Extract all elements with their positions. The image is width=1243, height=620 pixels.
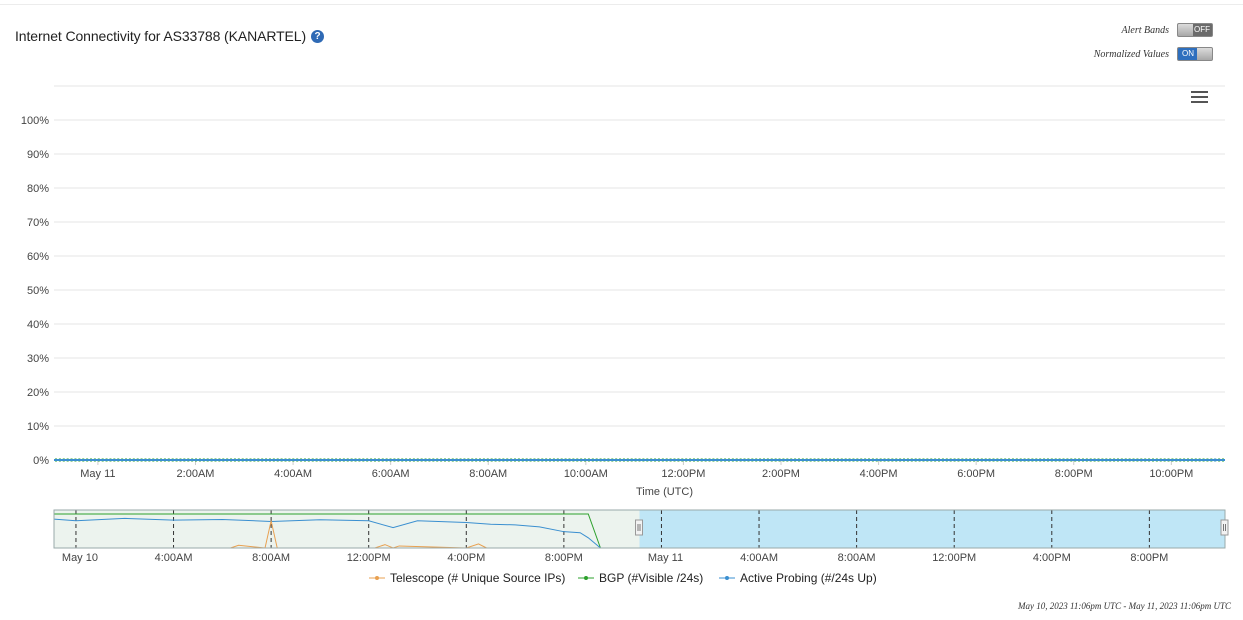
- navigator-tick-label: May 11: [648, 552, 683, 564]
- x-tick-label: 8:00AM: [469, 468, 507, 480]
- navigator-tick-label: 8:00AM: [838, 552, 876, 564]
- y-tick-label: 90%: [27, 149, 49, 161]
- normalized-values-state: ON: [1178, 48, 1198, 60]
- x-tick-label: 8:00PM: [1055, 468, 1093, 480]
- hamburger-menu-icon[interactable]: [1191, 91, 1208, 104]
- alert-bands-label: Alert Bands: [1121, 24, 1170, 36]
- top-divider: [0, 4, 1243, 5]
- x-tick-label: 4:00PM: [860, 468, 898, 480]
- x-tick-label: 10:00PM: [1149, 468, 1193, 480]
- navigator-tick-label: May 10: [62, 552, 98, 564]
- toggle-knob: [1178, 24, 1193, 36]
- navigator-tick-label: 4:00PM: [1033, 552, 1071, 564]
- legend-item[interactable]: Telescope (# Unique Source IPs): [369, 571, 565, 585]
- alert-bands-control: Alert Bands OFF: [1121, 23, 1213, 37]
- legend-marker: [584, 576, 588, 580]
- y-tick-label: 70%: [27, 217, 49, 229]
- date-range-label: May 10, 2023 11:06pm UTC - May 11, 2023 …: [1018, 601, 1231, 611]
- legend-item[interactable]: BGP (#Visible /24s): [578, 571, 703, 585]
- y-tick-label: 40%: [27, 319, 49, 331]
- navigator-handle[interactable]: [635, 519, 643, 536]
- legend-marker: [725, 576, 729, 580]
- normalized-values-control: Normalized Values ON: [1094, 47, 1213, 61]
- y-tick-label: 0%: [33, 455, 49, 467]
- navigator-tick-label: 8:00PM: [545, 552, 583, 564]
- normalized-values-toggle[interactable]: ON: [1177, 47, 1213, 61]
- normalized-values-label: Normalized Values: [1093, 48, 1169, 60]
- navigator-handle[interactable]: [1220, 519, 1229, 536]
- alert-bands-state: OFF: [1194, 25, 1210, 34]
- page-title: Internet Connectivity for AS33788 (KANAR…: [15, 28, 307, 44]
- x-tick-label: 2:00PM: [762, 468, 800, 480]
- y-tick-label: 50%: [27, 285, 49, 297]
- question-circle-icon[interactable]: ?: [311, 30, 325, 43]
- toggle-knob: [1197, 48, 1212, 60]
- navigator-tick-label: 12:00PM: [932, 552, 976, 564]
- navigator-tick-label: 4:00PM: [447, 552, 485, 564]
- legend-label: Telescope (# Unique Source IPs): [390, 571, 565, 585]
- x-axis-label: Time (UTC): [636, 486, 693, 498]
- chart-header: Internet Connectivity for AS33788 (KANAR…: [15, 28, 325, 44]
- x-tick-label: 4:00AM: [274, 468, 312, 480]
- y-tick-label: 80%: [27, 183, 49, 195]
- handle-body: [635, 519, 643, 536]
- y-tick-label: 30%: [27, 353, 49, 365]
- alert-bands-toggle[interactable]: OFF: [1177, 23, 1213, 37]
- navigator-tick-label: 8:00AM: [252, 552, 290, 564]
- legend-label: BGP (#Visible /24s): [599, 571, 703, 585]
- navigator-selection: [639, 510, 1225, 548]
- x-tick-label: 6:00AM: [372, 468, 410, 480]
- legend-item[interactable]: Active Probing (#/24s Up): [719, 571, 877, 585]
- navigator-tick-label: 4:00AM: [740, 552, 778, 564]
- x-tick-label: 6:00PM: [957, 468, 995, 480]
- y-tick-label: 60%: [27, 251, 49, 263]
- legend-marker: [375, 576, 379, 580]
- y-tick-label: 100%: [21, 115, 49, 127]
- y-tick-label: 20%: [27, 387, 49, 399]
- legend-label: Active Probing (#/24s Up): [740, 571, 877, 585]
- navigator-series-line: [53, 517, 1225, 549]
- navigator-tick-label: 4:00AM: [155, 552, 193, 564]
- connectivity-chart: 0% 10% 20% 30% 40% 50% 60% 70% 80% 90% 100% May 11 2…: [21, 85, 1229, 585]
- x-tick-label: May 11: [80, 468, 115, 480]
- active-probing-data-point: [1213, 458, 1217, 462]
- x-tick-label: 12:00PM: [661, 468, 705, 480]
- y-tick-label: 10%: [27, 421, 49, 433]
- x-tick-label: 10:00AM: [564, 468, 608, 480]
- x-tick-label: 2:00AM: [177, 468, 215, 480]
- navigator-tick-label: 12:00PM: [347, 552, 391, 564]
- handle-body: [1220, 519, 1229, 536]
- navigator-tick-label: 8:00PM: [1130, 552, 1168, 564]
